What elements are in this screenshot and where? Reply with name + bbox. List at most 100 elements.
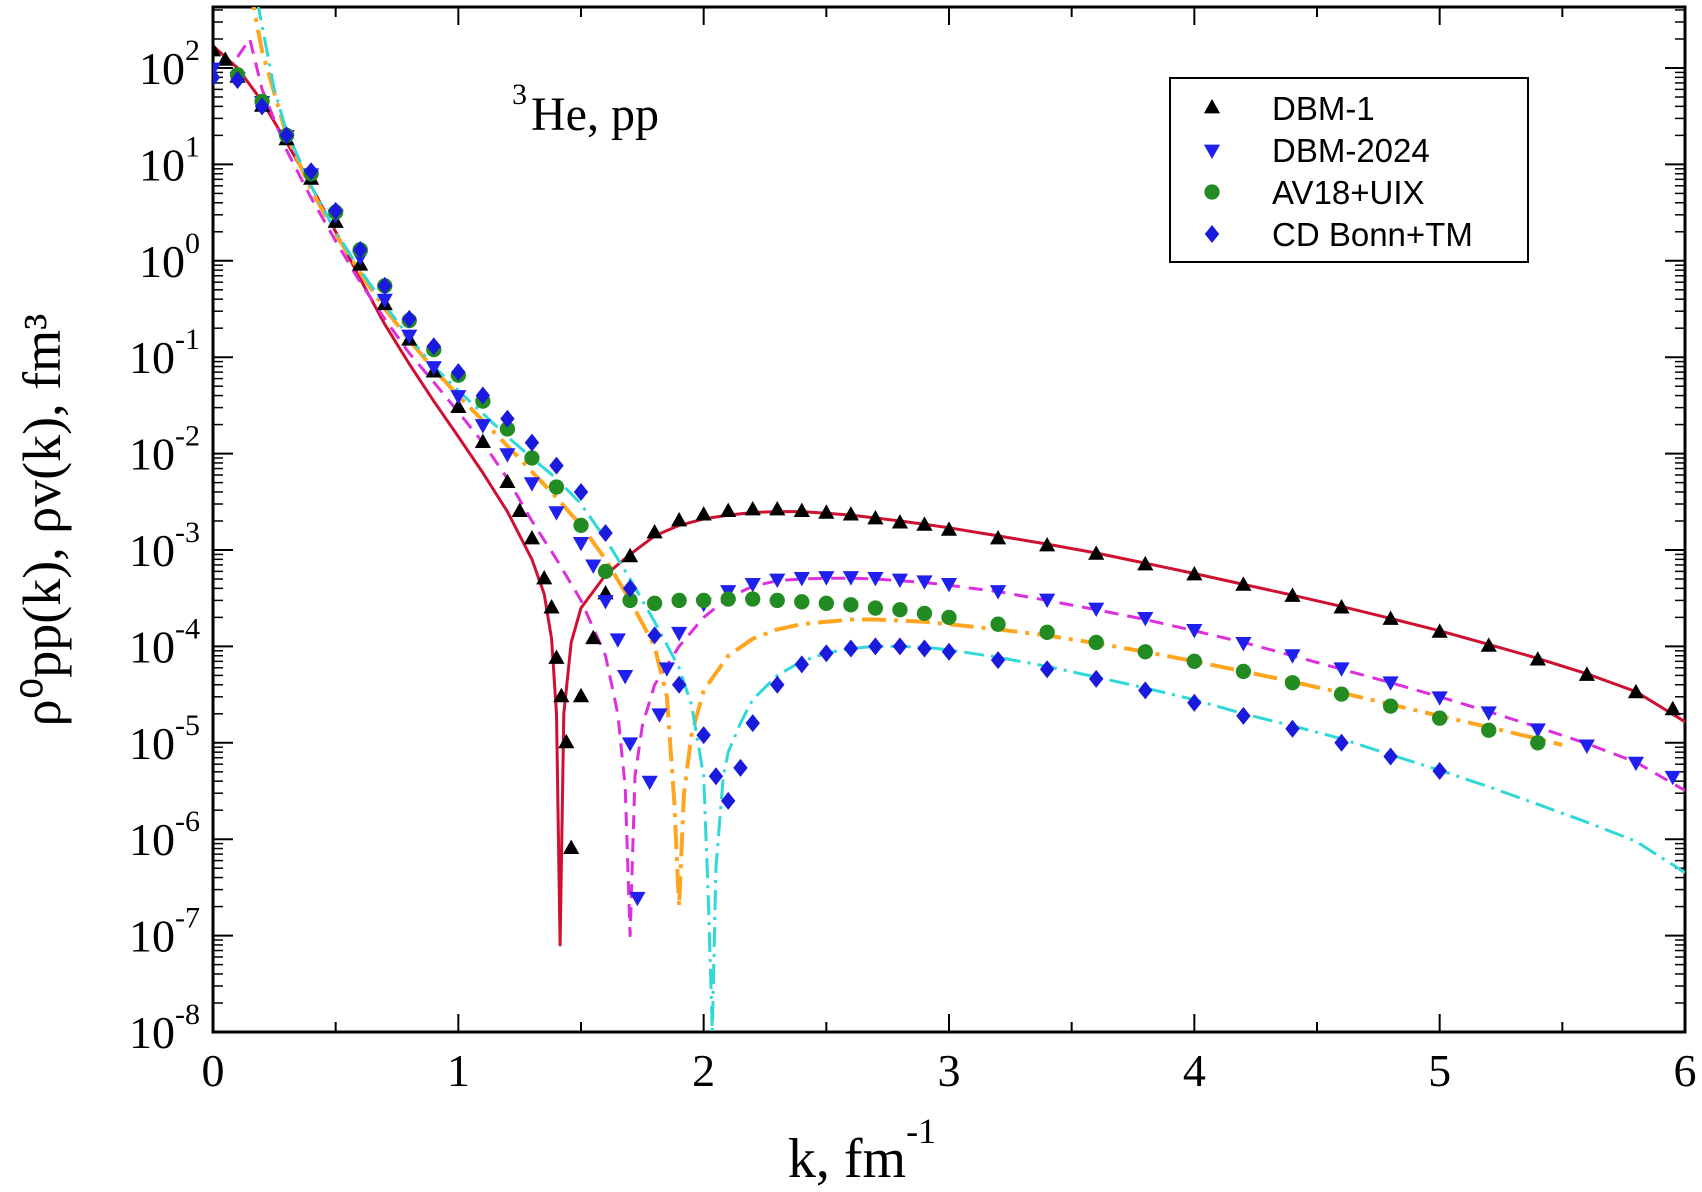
data-point [213,42,222,57]
data-point [1186,624,1203,639]
legend-marker [1204,184,1220,200]
data-point [941,642,957,661]
data-point [548,506,565,521]
x-tick-labels: 0 1 2 3 4 5 6 [202,1045,1697,1096]
data-point [917,639,932,658]
data-point [891,573,909,589]
data-point [794,594,810,610]
data-point [892,637,908,656]
x-tick-label: 4 [1183,1045,1206,1096]
legend-label: AV18+UIX [1272,174,1425,211]
data-point [353,240,368,259]
theory-curve-4 [256,7,1685,1032]
data-point [523,530,541,545]
legend-label: DBM-2024 [1272,132,1430,169]
data-point [671,675,687,694]
data-point [401,329,418,344]
data-point [254,97,270,116]
data-point [1382,610,1399,625]
data-point [621,737,639,752]
data-point [1235,663,1252,680]
data-point [1530,735,1546,751]
y-tick-label: 10-1 [129,323,200,383]
data-point [303,162,319,181]
data-point [499,421,516,437]
data-point [558,733,575,749]
data-point [793,571,810,587]
data-point [646,524,663,539]
data-point [1137,555,1154,571]
data-point [499,448,516,463]
data-point [867,600,884,616]
legend-marker [1203,144,1221,159]
data-point [745,714,760,733]
data-point [563,839,580,854]
data-point [671,626,688,642]
data-point [744,500,761,516]
data-point [720,502,737,518]
data-point [818,595,834,611]
data-point [474,419,491,434]
data-point [1432,710,1448,726]
data-point [1383,747,1398,766]
data-point [1137,644,1153,660]
data-point [1431,691,1448,706]
data-point [818,504,835,519]
data-point [794,655,809,674]
data-point [695,506,712,521]
data-point [651,708,668,723]
data-point [500,409,515,428]
data-point [843,597,859,613]
data-point [475,386,491,405]
data-point [548,649,565,664]
data-point [376,293,393,309]
data-point [819,644,834,663]
data-point [1088,545,1105,560]
data-point [1529,651,1546,666]
data-point [1039,593,1056,609]
data-point [1088,602,1105,618]
data-point [524,433,540,452]
data-point [769,573,786,589]
data-point [916,605,933,622]
data-point [536,570,553,585]
data-point [1088,634,1104,651]
data-point [721,791,736,810]
legend-marker [1204,225,1220,243]
data-point [892,602,908,618]
data-point [696,726,711,745]
y-tick-labels: 102 101 100 10-1 10-2 10-3 10-4 10-5 10-6 10-7 10-… [129,34,200,1058]
data-point [629,891,646,907]
legend-box [1169,77,1529,263]
annotation-text: He, pp [531,88,659,141]
legend-label: CD Bonn+TM [1272,216,1473,253]
data-point [328,201,343,220]
data-point [573,482,589,501]
data-point [916,516,933,531]
minor-ticks [213,7,1685,1032]
data-point [548,479,565,495]
y-tick-label: 10-5 [129,709,200,769]
data-point [1382,676,1399,691]
data-point [733,758,748,777]
data-point [940,578,958,593]
data-point [1138,681,1153,700]
data-point [1333,686,1350,702]
data-point [708,767,724,786]
data-point [1480,706,1497,721]
data-point [671,592,687,609]
legend: DBM-1 DBM-2024 AV18+UIX CD Bonn+TM [1169,77,1529,263]
x-tick-label: 2 [692,1045,715,1096]
data-point [543,599,560,614]
data-point [1186,566,1203,581]
data-point [646,595,663,611]
data-point [279,126,294,145]
system-annotation: 3 He, pp [512,78,659,141]
legend-marker [1203,99,1221,114]
data-point [990,616,1006,632]
data-point [213,68,221,87]
data-point [1578,666,1595,681]
data-point [511,502,528,518]
data-point [1432,761,1447,780]
y-tick-label: 10-2 [129,420,200,480]
